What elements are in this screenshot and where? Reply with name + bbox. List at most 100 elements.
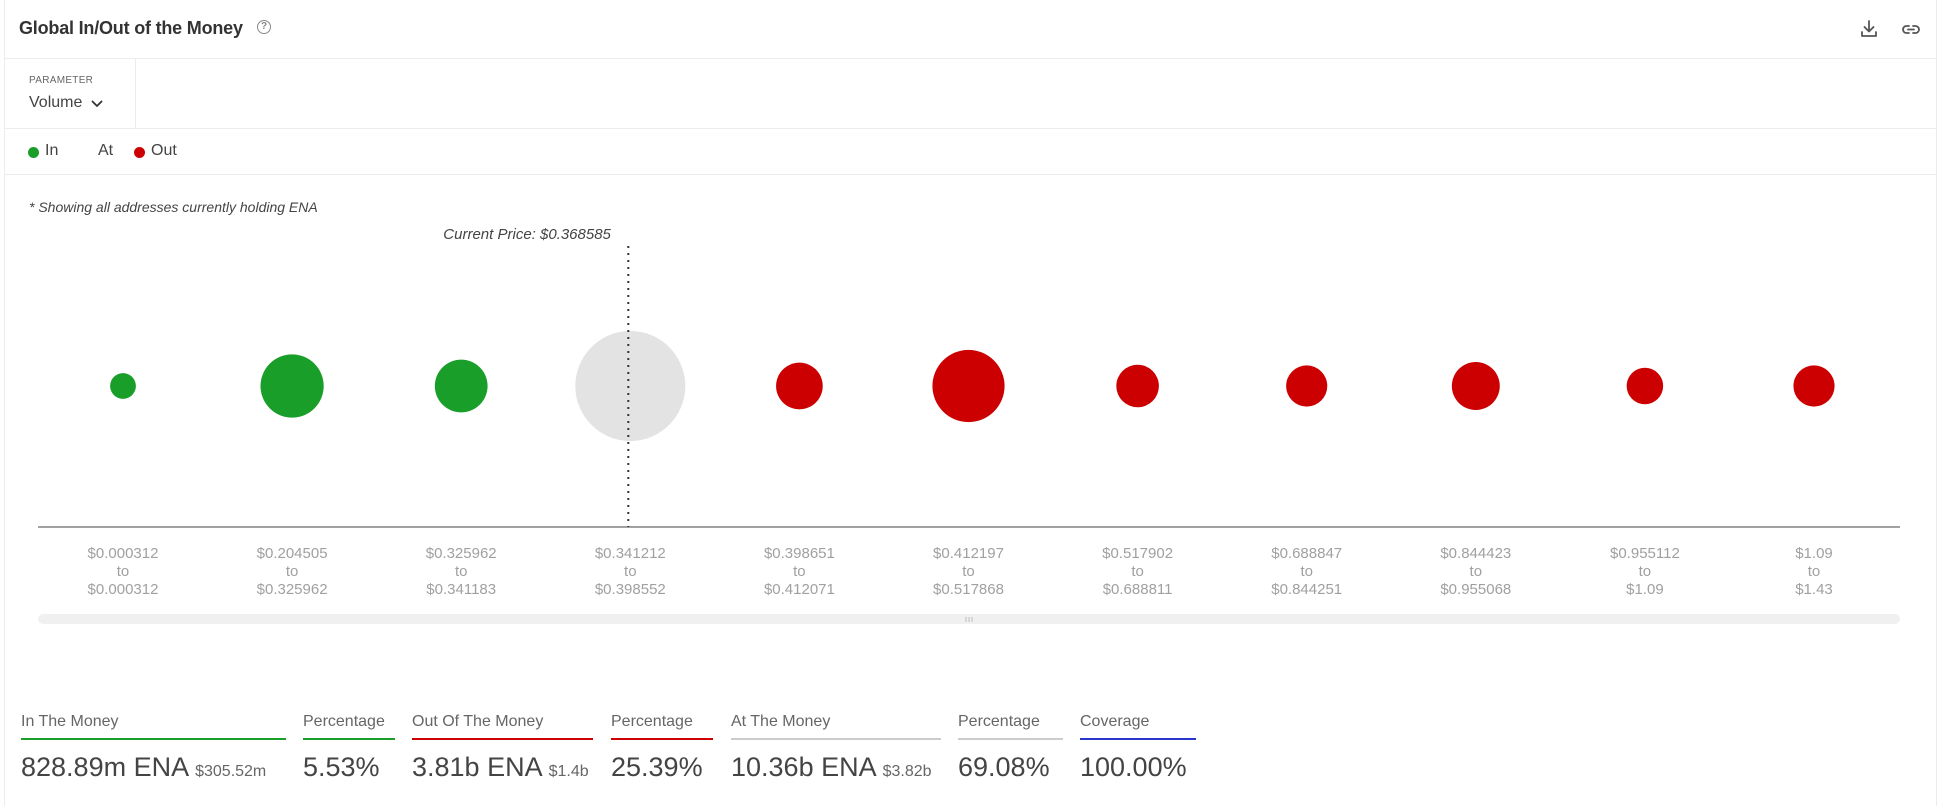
tick-label-from: $0.517902 [1102, 545, 1173, 562]
summary-stat: Percentage 69.08% [958, 713, 1063, 783]
summary-underline [1080, 738, 1196, 740]
summary-underline [611, 738, 713, 740]
parameter-label: PARAMETER [29, 75, 94, 86]
tick-label-to-word: to [624, 563, 637, 580]
bubble-in[interactable] [260, 354, 324, 418]
summary-underline [21, 738, 286, 740]
summary-label: Percentage [303, 713, 385, 730]
summary-value-main: 10.36b ENA [731, 752, 877, 782]
download-icon[interactable] [1858, 18, 1880, 40]
summary-value-main: 828.89m ENA [21, 752, 190, 782]
tick-label-to-word: to [1470, 563, 1483, 580]
tick-label-to-word: to [455, 563, 468, 580]
tick-label-to: $0.688811 [1103, 581, 1173, 598]
tick-label-to: $0.412071 [764, 581, 835, 598]
summary-value: 25.39% [611, 752, 713, 783]
summary-label: Coverage [1080, 713, 1150, 730]
summary-stat: Out Of The Money 3.81b ENA $1.4b [412, 713, 593, 783]
tick-label-to-word: to [1808, 563, 1821, 580]
legend-in-dot [28, 147, 39, 158]
chevron-down-icon [91, 100, 103, 107]
tick-label-to: $0.325962 [257, 581, 328, 598]
tick-label-from: $0.955112 [1610, 545, 1680, 562]
summary-value: 100.00% [1080, 752, 1196, 783]
current-price-label: Current Price: $0.368585 [443, 226, 611, 243]
tick-label-to-word: to [1300, 563, 1313, 580]
legend: In At Out [5, 129, 1936, 175]
tick-label-to-word: to [286, 563, 299, 580]
summary-value: 3.81b ENA $1.4b [412, 752, 593, 783]
summary-value-main: 25.39% [611, 752, 703, 782]
bubble-at[interactable] [575, 331, 686, 441]
parameter-value: Volume [29, 94, 83, 111]
summary-value: 69.08% [958, 752, 1063, 783]
legend-in[interactable]: In [45, 142, 59, 159]
iomap-panel: Global In/Out of the Money ? PARAMETER V… [4, 0, 1937, 806]
tick-label-from: $0.844423 [1440, 545, 1511, 562]
holders-note: * Showing all addresses currently holdin… [29, 199, 318, 215]
summary-label: In The Money [21, 713, 119, 730]
tick-label-to: $0.398552 [595, 581, 666, 598]
summary-value: 10.36b ENA $3.82b [731, 752, 941, 783]
summary-value: 828.89m ENA $305.52m [21, 752, 286, 783]
summary-underline [412, 738, 593, 740]
tick-label-to: $0.517868 [933, 581, 1004, 598]
tick-label-to: $0.844251 [1271, 581, 1342, 598]
summary-label: Percentage [611, 713, 693, 730]
tick-label-to-word: to [793, 563, 806, 580]
bubble-out[interactable] [1451, 362, 1500, 410]
link-icon[interactable] [1900, 18, 1922, 40]
tick-label-from: $0.000312 [88, 545, 159, 562]
legend-at[interactable]: At [98, 142, 114, 159]
tick-label-from: $0.688847 [1271, 545, 1342, 562]
summary-value-main: 100.00% [1080, 752, 1187, 782]
tick-label-to: $0.955068 [1440, 581, 1511, 598]
summary-value: 5.53% [303, 752, 395, 783]
summary-stat: At The Money 10.36b ENA $3.82b [731, 713, 941, 783]
summary-underline [731, 738, 941, 740]
help-icon[interactable]: ? [257, 20, 271, 34]
tick-label-from: $0.398651 [764, 545, 835, 562]
summary-label: At The Money [731, 713, 831, 730]
summary-label: Percentage [958, 713, 1040, 730]
tick-label-to-word: to [1639, 563, 1652, 580]
tick-label-to-word: to [962, 563, 975, 580]
tick-label-from: $0.204505 [257, 545, 328, 562]
bubble-out[interactable] [1116, 364, 1159, 408]
summary-value-usd: $305.52m [195, 763, 267, 780]
summary-value-usd: $1.4b [548, 763, 589, 780]
bubble-in[interactable] [434, 359, 488, 413]
tick-label-to: $0.341183 [426, 581, 496, 598]
bubble-out[interactable] [932, 349, 1005, 423]
legend-out-dot [134, 147, 145, 158]
summary-stat: Coverage 100.00% [1080, 713, 1196, 783]
bubble-in[interactable] [110, 373, 136, 399]
tick-label-from: $1.09 [1795, 545, 1833, 562]
bubble-out[interactable] [1793, 365, 1835, 407]
tick-label-from: $0.341212 [595, 545, 666, 562]
parameter-select[interactable]: PARAMETER Volume [5, 59, 136, 128]
tick-label-to-word: to [1131, 563, 1144, 580]
summary-underline [303, 738, 395, 740]
bubble-out[interactable] [1626, 367, 1664, 405]
bubble-out[interactable] [1286, 365, 1328, 407]
summary-value-main: 5.53% [303, 752, 380, 782]
summary-value-main: 69.08% [958, 752, 1050, 782]
page-title: Global In/Out of the Money [19, 18, 243, 38]
tick-label-to: $1.09 [1626, 581, 1664, 598]
summary-label: Out Of The Money [412, 713, 544, 730]
tick-label-from: $0.412197 [933, 545, 1004, 562]
panel-header: Global In/Out of the Money ? [5, 0, 1936, 59]
summary-stat: Percentage 5.53% [303, 713, 395, 783]
parameter-row: PARAMETER Volume [5, 59, 1936, 129]
summary-underline [958, 738, 1063, 740]
summary-stat: Percentage 25.39% [611, 713, 713, 783]
tick-label-to: $1.43 [1795, 581, 1833, 598]
summary-value-usd: $3.82b [882, 763, 932, 780]
legend-out[interactable]: Out [151, 142, 177, 159]
tick-label-from: $0.325962 [426, 545, 497, 562]
tick-label-to: $0.000312 [88, 581, 159, 598]
summary-value-main: 3.81b ENA [412, 752, 543, 782]
bubble-out[interactable] [776, 362, 823, 410]
